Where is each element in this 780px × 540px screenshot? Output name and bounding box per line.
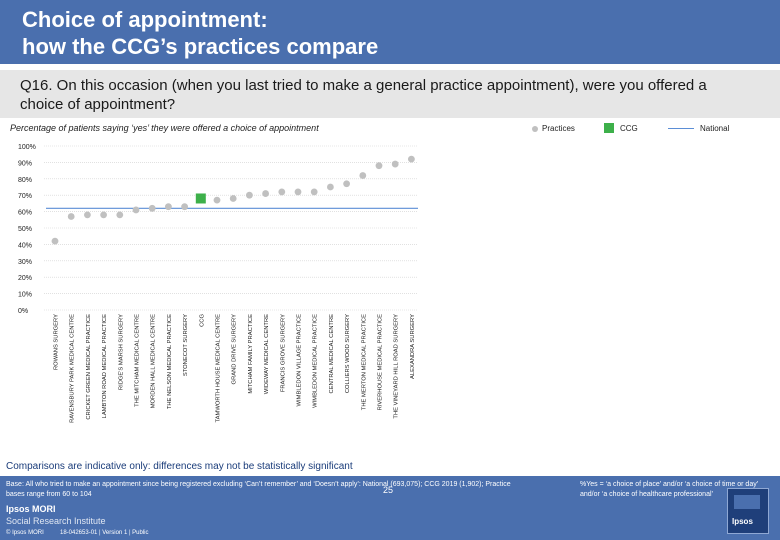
practice-point-19: [359, 172, 367, 179]
brand-name: Ipsos MORI: [6, 504, 56, 514]
category-label-6: MORDEN HALL MEDICAL CENTRE: [151, 314, 157, 408]
practice-point-14: [278, 188, 286, 196]
category-label-15: WIMBLEDON VILLAGE PRACTICE: [297, 314, 303, 407]
ccg-point: [195, 193, 206, 204]
practice-point-20: [375, 162, 383, 170]
page-number: 25: [383, 485, 394, 495]
y-tick-label-70: 70%: [18, 193, 32, 200]
category-label-8: STONECOT SURGERY: [183, 314, 189, 376]
footer-bar: Base: All who tried to make an appointme…: [0, 476, 780, 540]
category-label-16: WIMBLEDON MEDICAL PRACTICE: [313, 314, 319, 408]
practice-point-2: [84, 211, 91, 219]
practice-point-17: [327, 183, 334, 191]
category-label-11: GRAND DRIVE SURGERY: [232, 314, 238, 385]
practice-point-15: [294, 188, 302, 196]
y-tick-label-30: 30%: [18, 259, 32, 266]
y-tick-label-0: 0%: [18, 308, 28, 315]
y-tick-label-10: 10%: [18, 292, 32, 299]
question-text: Q16. On this occasion (when you last tri…: [20, 77, 707, 113]
y-tick-label-20: 20%: [18, 275, 32, 282]
category-label-12: MITCHAM FAMILY PRACTICE: [248, 314, 254, 394]
chart-plot: 0% 10% 20% 30% 40% 50% 60% 70% 80% 90% 100% ROWANS …: [18, 144, 418, 423]
footer-note-text: %Yes = ‘a choice of place’ and/or ‘a cho…: [580, 481, 759, 498]
ipsos-logo: Ipsos: [727, 488, 769, 534]
practice-point-13: [262, 190, 269, 197]
header-bar: Choice of appointment: how the CCG’s pra…: [0, 0, 780, 64]
practice-point-21: [391, 160, 399, 168]
category-label-2: CRICKET GREEN MEDICAL PRACTICE: [86, 314, 92, 420]
logo-mark: [734, 495, 760, 509]
legend-practices-label: Practices: [542, 124, 575, 133]
category-label-3: LAMBTON ROAD MEDICAL PRACTICE: [102, 314, 108, 418]
chart-subtitle: Percentage of patients saying ‘yes’ they…: [10, 123, 319, 133]
copyright-text: © Ipsos MORI: [6, 530, 44, 536]
y-tick-label-50: 50%: [18, 226, 32, 233]
practice-point-8: [181, 203, 189, 211]
category-label-18: COLLIERS WOOD SURGERY: [345, 314, 351, 393]
category-label-22: ALEXANDRA SURGERY: [410, 314, 416, 379]
practice-point-10: [213, 196, 221, 204]
y-tick-label-60: 60%: [18, 210, 32, 217]
category-label-20: RIVERHOUSE MEDICAL PRACTICE: [378, 314, 384, 411]
category-label-21: THE VINEYARD HILL ROAD SURGERY: [394, 314, 400, 419]
legend-national-label: National: [700, 124, 730, 133]
legend-ccg-marker: [604, 123, 614, 133]
logo-text: Ipsos: [732, 517, 753, 526]
page-title: Choice of appointment: how the CCG’s pra…: [22, 7, 379, 59]
chart-legend: Practices CCG National: [0, 122, 780, 136]
category-label-19: THE MERTON MEDICAL PRACTICE: [361, 314, 367, 410]
footnote: Comparisons are indicative only: differe…: [6, 461, 353, 472]
practice-point-7: [165, 203, 172, 211]
category-label-10: TAMWORTH HOUSE MEDICAL CENTRE: [216, 314, 222, 423]
practice-point-0: [51, 237, 59, 245]
practice-point-4: [116, 211, 124, 219]
category-label-9: CCG: [199, 314, 205, 327]
practice-point-1: [67, 213, 75, 220]
legend-national-marker: [668, 128, 694, 129]
question-band: Q16. On this occasion (when you last tri…: [0, 70, 780, 118]
legend-practices-marker: [532, 126, 538, 132]
category-label-5: THE MITCHAM MEDICAL CENTRE: [135, 314, 141, 407]
practice-point-6: [148, 204, 156, 212]
practice-point-16: [310, 188, 318, 196]
legend-ccg-label: CCG: [620, 124, 638, 133]
job-number: 18-042653-01 | Version 1 | Public: [60, 530, 149, 536]
practice-point-5: [132, 206, 140, 214]
brand-subtitle: Social Research Institute: [6, 516, 106, 526]
practice-point-11: [229, 195, 237, 202]
footer-base-text: Base: All who tried to make an appointme…: [6, 481, 511, 498]
practice-point-22: [408, 155, 415, 163]
category-label-0: ROWANS SURGERY: [54, 314, 60, 370]
y-tick-label-80: 80%: [18, 177, 32, 184]
practice-point-3: [100, 211, 107, 219]
y-tick-label-90: 90%: [18, 160, 32, 167]
category-label-17: CENTRAL MEDICAL CENTRE: [329, 314, 335, 394]
y-tick-label-40: 40%: [18, 242, 32, 249]
category-label-13: WIDEWAY MEDICAL CENTRE: [264, 314, 270, 394]
practice-point-12: [246, 191, 253, 199]
category-label-1: RAVENSBURY PARK MEDICAL CENTRE: [70, 314, 76, 423]
category-label-4: RIDGE'S MARSH SURGERY: [118, 314, 124, 390]
category-label-7: THE NELSON MEDICAL PRACTICE: [167, 314, 173, 409]
y-tick-label-100: 100%: [18, 144, 36, 151]
category-label-14: FRANCIS GROVE SURGERY: [280, 314, 286, 392]
practice-point-18: [343, 180, 350, 188]
